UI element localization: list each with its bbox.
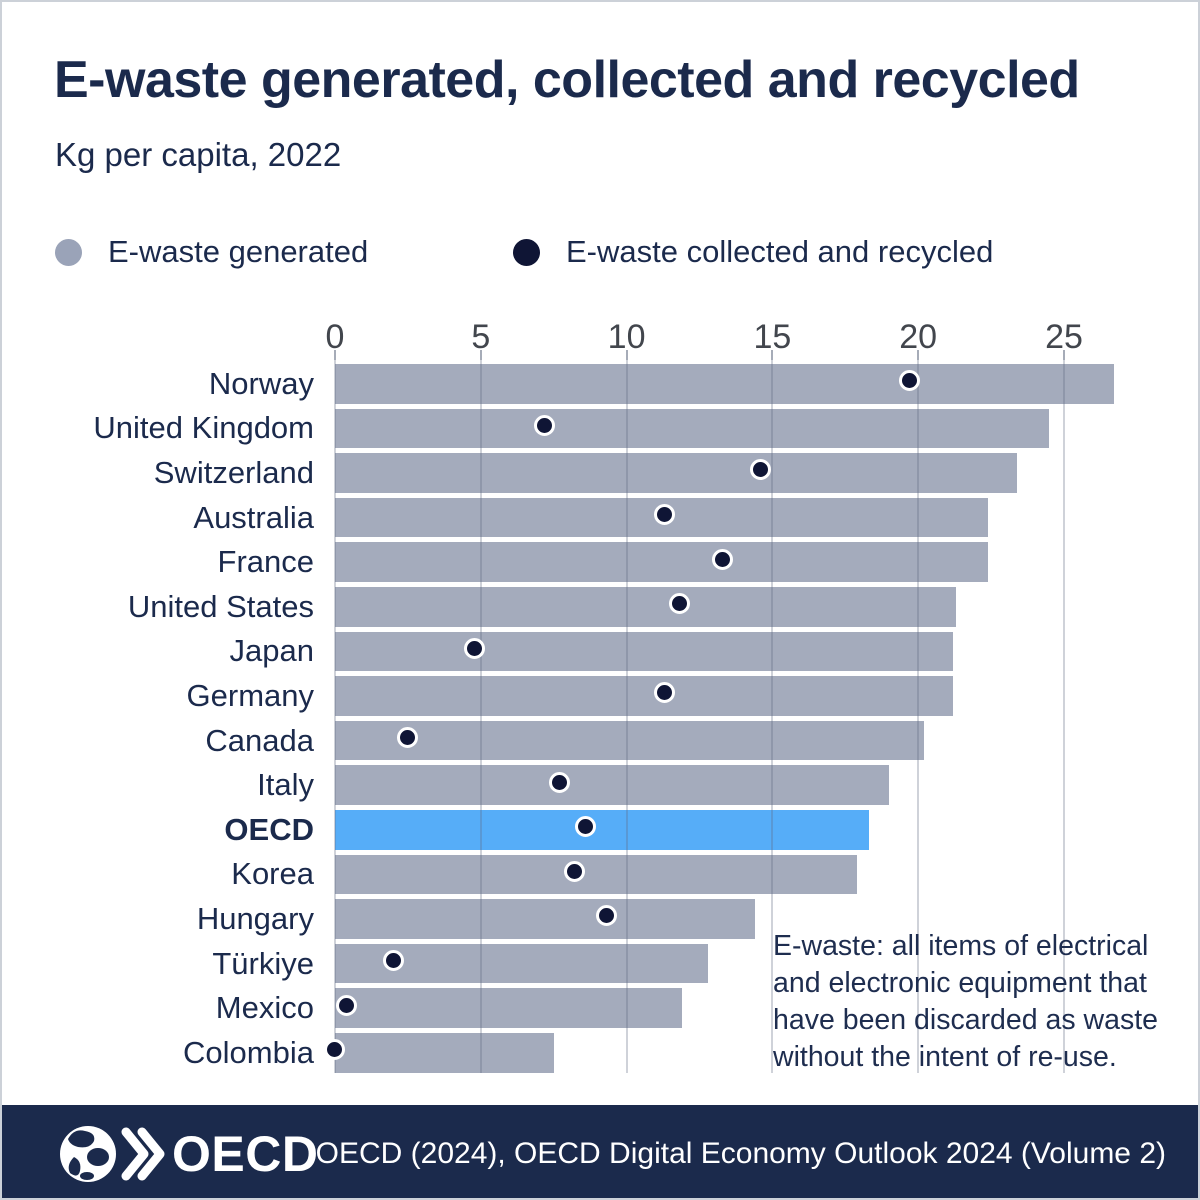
collected-dot — [464, 637, 486, 659]
category-label-united-states: United States — [127, 588, 314, 624]
x-axis-tick-label: 5 — [471, 318, 491, 356]
source-citation: OECD (2024), OECD Digital Economy Outloo… — [315, 1136, 1166, 1170]
collected-dot — [382, 950, 404, 972]
legend-item-collected: E-waste collected and recycled — [513, 234, 994, 269]
generated-bar — [335, 720, 925, 761]
collected-dot — [397, 727, 419, 749]
generated-bar — [335, 854, 857, 895]
chart-subtitle: Kg per capita, 2022 — [55, 136, 342, 173]
gridline — [334, 360, 336, 1073]
definition-note-line: without the intent of re-use. — [773, 1041, 1117, 1073]
category-label-korea: Korea — [231, 856, 314, 892]
oecd-logo: OECD — [54, 1119, 318, 1189]
generated-bar — [335, 988, 682, 1028]
collected-dot — [336, 994, 358, 1016]
x-axis-tick-label: 20 — [899, 318, 938, 356]
category-label-türkiye: Türkiye — [212, 945, 314, 981]
generated-bar — [335, 810, 869, 850]
category-label-italy: Italy — [257, 767, 314, 803]
collected-dot — [324, 1039, 346, 1061]
generated-bar — [335, 408, 1050, 449]
category-label-united-kingdom: United Kingdom — [93, 410, 314, 446]
generated-bar — [335, 1033, 554, 1073]
generated-bar — [335, 899, 755, 939]
legend-item-generated: E-waste generated — [55, 234, 369, 269]
collected-dot — [712, 548, 734, 570]
x-axis-tick-mark — [625, 350, 628, 360]
category-label-france: France — [217, 544, 314, 580]
chart-title: E-waste generated, collected and recycle… — [54, 51, 1080, 109]
collected-dot — [563, 860, 585, 882]
category-label-germany: Germany — [186, 677, 314, 713]
definition-note-line: have been discarded as waste — [773, 1004, 1159, 1036]
category-label-oecd: OECD — [224, 811, 314, 847]
generated-bar — [335, 631, 954, 672]
gridline — [625, 360, 628, 1073]
x-axis-tick-mark — [771, 350, 774, 360]
generated-legend-dot-icon — [55, 238, 82, 266]
generated-bar — [335, 542, 989, 582]
category-label-japan: Japan — [229, 633, 314, 669]
collected-legend-dot-icon — [513, 238, 540, 266]
category-label-switzerland: Switzerland — [153, 454, 314, 490]
generated-bar — [335, 765, 890, 805]
x-axis-tick-label: 10 — [607, 318, 646, 356]
collected-dot — [668, 593, 690, 615]
gridline — [1063, 360, 1065, 1073]
definition-note: E-waste: all items of electrical and elec… — [773, 928, 1173, 1076]
generated-bar — [335, 587, 957, 627]
legend-label-generated: E-waste generated — [108, 234, 369, 269]
category-label-hungary: Hungary — [196, 900, 314, 936]
double-chevron-icon — [121, 1127, 165, 1180]
definition-note-line: E-waste: all items of electrical — [773, 930, 1149, 962]
category-label-australia: Australia — [193, 499, 314, 535]
x-axis-tick-mark — [917, 350, 920, 360]
generated-bar — [335, 453, 1018, 493]
generated-bar — [335, 364, 1114, 404]
category-label-mexico: Mexico — [215, 990, 314, 1026]
gridline — [771, 360, 774, 1073]
x-axis-tick-label: 15 — [753, 318, 792, 356]
gridline — [479, 360, 482, 1073]
collected-dot — [548, 771, 570, 793]
definition-note-line: and electronic equipment that — [773, 967, 1147, 999]
source-footer: OECD OECD (2024), OECD Digital Economy O… — [2, 1105, 1198, 1198]
collected-dot — [653, 504, 675, 526]
x-axis-tick-mark — [1063, 350, 1065, 360]
category-label-norway: Norway — [208, 365, 314, 401]
category-label-colombia: Colombia — [183, 1034, 314, 1070]
collected-dot — [898, 370, 920, 392]
category-label-canada: Canada — [205, 722, 314, 758]
collected-dot — [595, 905, 617, 927]
generated-bar — [335, 676, 954, 716]
x-axis-tick-label: 25 — [1045, 318, 1083, 356]
globe-icon — [60, 1125, 165, 1182]
collected-dot — [653, 682, 675, 704]
legend-label-collected: E-waste collected and recycled — [566, 234, 994, 269]
x-axis-tick-mark — [479, 350, 482, 360]
x-axis-tick-label: 0 — [325, 318, 345, 356]
collected-dot — [575, 816, 597, 838]
oecd-logo-text: OECD — [172, 1125, 319, 1182]
gridline — [917, 360, 920, 1073]
x-axis-tick-mark — [334, 350, 336, 360]
collected-dot — [534, 414, 556, 436]
collected-dot — [750, 459, 772, 481]
